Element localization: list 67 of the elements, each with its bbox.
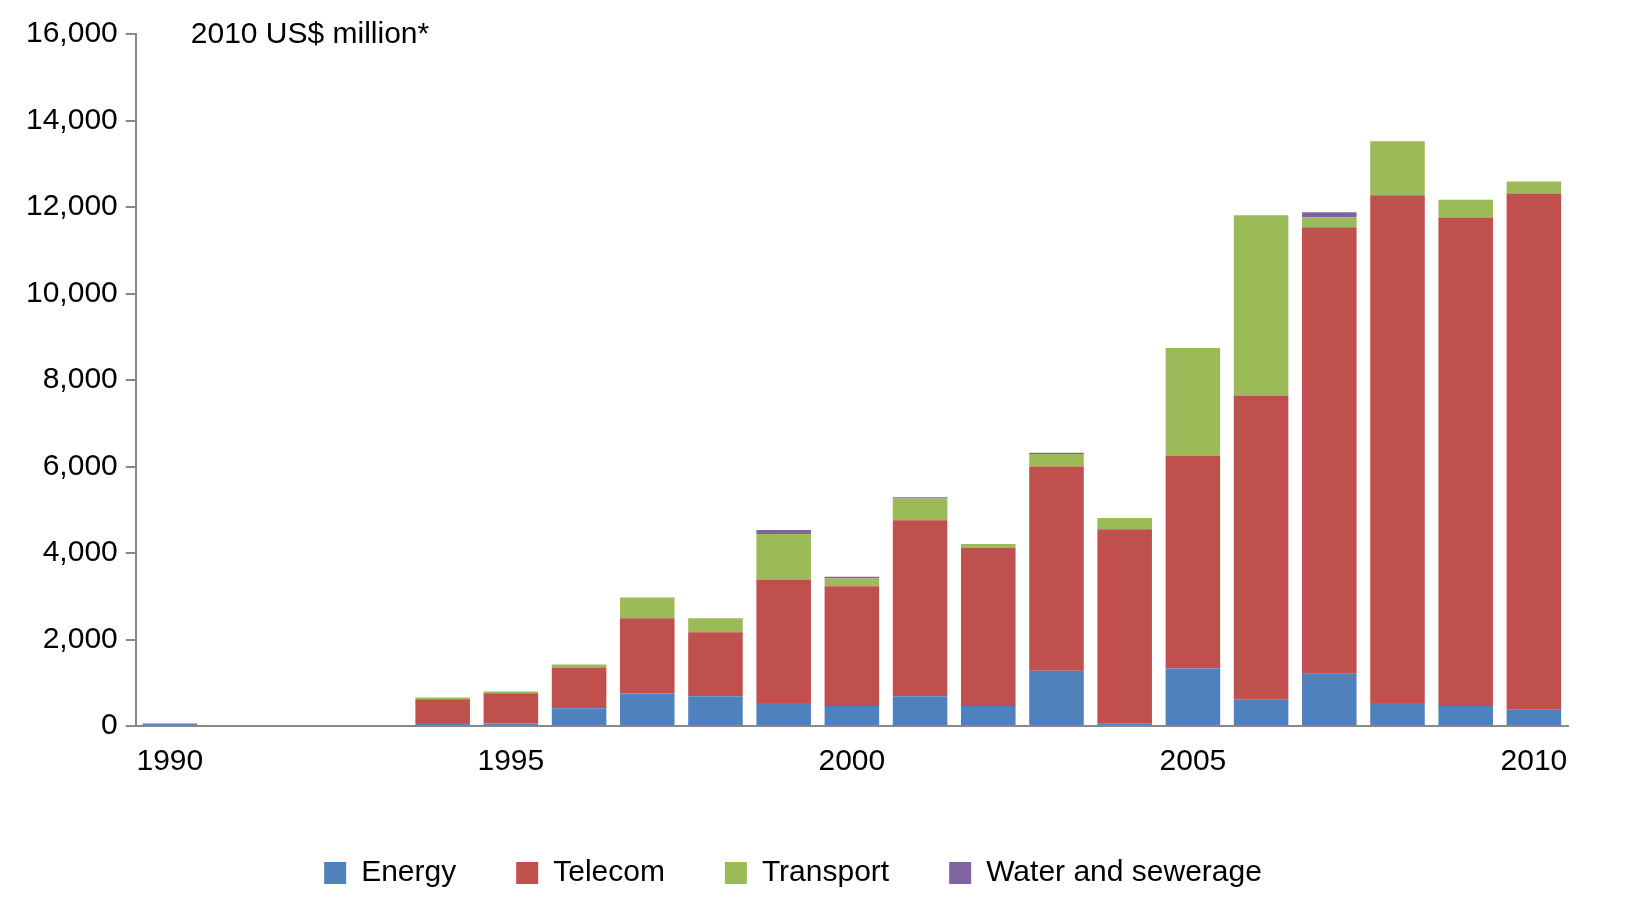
bar	[1165, 668, 1221, 725]
legend-label: Telecom	[553, 854, 665, 888]
bar	[1506, 193, 1562, 710]
bar	[1233, 699, 1289, 725]
bar	[415, 699, 470, 723]
y-axis-title: 2010 US$ million*	[190, 16, 430, 50]
bar	[961, 706, 1016, 725]
bar	[1302, 227, 1357, 674]
bar	[1097, 517, 1152, 530]
bar	[892, 520, 948, 697]
bar	[619, 618, 675, 694]
bar	[1029, 670, 1084, 725]
bar	[756, 579, 811, 704]
bar	[688, 632, 743, 697]
bar	[551, 708, 607, 725]
bar	[1506, 709, 1562, 725]
bar	[1370, 195, 1425, 704]
y-tick-label: 0	[101, 707, 118, 741]
x-tick-label: 1990	[136, 743, 204, 777]
legend-label: Energy	[361, 854, 457, 888]
x-tick-label: 2010	[1500, 743, 1568, 777]
x-tick-label: 1995	[477, 743, 545, 777]
x-tick-label: 2000	[818, 743, 886, 777]
y-tick-label: 10,000	[25, 274, 118, 308]
bar	[1302, 212, 1357, 218]
bar	[688, 696, 743, 725]
bar	[1233, 395, 1289, 700]
bar	[1302, 673, 1357, 725]
bar	[619, 693, 675, 725]
y-tick-label: 12,000	[25, 188, 118, 222]
bar	[1165, 348, 1221, 456]
bar	[1506, 181, 1562, 194]
bar	[756, 703, 811, 725]
bar	[1097, 529, 1152, 724]
bar	[824, 586, 880, 707]
legend-label: Transport	[761, 854, 890, 888]
bar	[1370, 703, 1425, 725]
bar	[1438, 199, 1493, 218]
bar	[1370, 141, 1425, 196]
x-tick-label: 2005	[1159, 743, 1227, 777]
bar	[1029, 466, 1084, 671]
y-tick-label: 2,000	[42, 620, 118, 654]
bar	[1233, 215, 1289, 396]
y-tick-label: 14,000	[25, 101, 118, 135]
bar	[1029, 453, 1084, 467]
bar	[1302, 217, 1357, 228]
bar	[824, 706, 880, 725]
y-tick-label: 16,000	[25, 15, 118, 49]
bar	[756, 533, 811, 580]
bar	[892, 498, 948, 521]
bar	[688, 618, 743, 633]
bar	[892, 696, 948, 725]
bar	[551, 667, 607, 709]
bar	[1438, 217, 1493, 707]
legend-label: Water and sewerage	[986, 854, 1262, 888]
bar	[415, 722, 470, 725]
bar	[619, 597, 675, 619]
bar	[1438, 706, 1493, 725]
y-tick-label: 6,000	[42, 447, 118, 481]
bar	[1165, 455, 1221, 669]
bar	[551, 664, 607, 668]
bar	[756, 530, 811, 534]
bar	[961, 547, 1016, 707]
y-tick-label: 8,000	[42, 361, 118, 395]
bar	[483, 693, 539, 724]
bar	[961, 543, 1016, 548]
y-tick-label: 4,000	[42, 534, 118, 568]
